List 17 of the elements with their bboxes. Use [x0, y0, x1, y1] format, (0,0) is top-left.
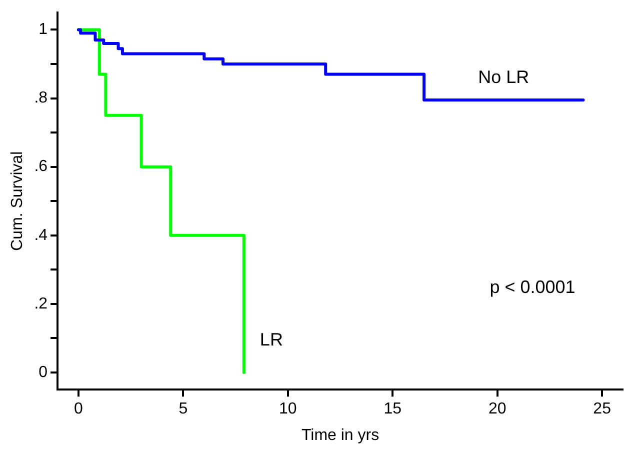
x-tick-label: 0: [74, 400, 84, 418]
y-tick-label: .2: [34, 295, 48, 312]
y-axis-title: Cum. Survival: [9, 151, 26, 251]
x-tick-label: 25: [593, 400, 612, 418]
x-tick-label: 5: [178, 400, 188, 418]
annotation: p < 0.0001: [490, 276, 576, 297]
y-tick-label: 0: [38, 364, 48, 381]
y-tick-label: .8: [34, 90, 48, 107]
x-tick-label: 10: [279, 400, 297, 418]
x-tick-label: 20: [488, 400, 506, 418]
y-tick-label: 1: [38, 21, 48, 38]
x-axis-title: Time in yrs: [301, 426, 380, 444]
y-tick-label: .6: [34, 158, 48, 176]
series-label: No LR: [478, 66, 530, 87]
y-tick-label: .4: [34, 226, 48, 244]
series-label: LR: [260, 329, 283, 350]
x-tick-label: 15: [384, 400, 402, 418]
